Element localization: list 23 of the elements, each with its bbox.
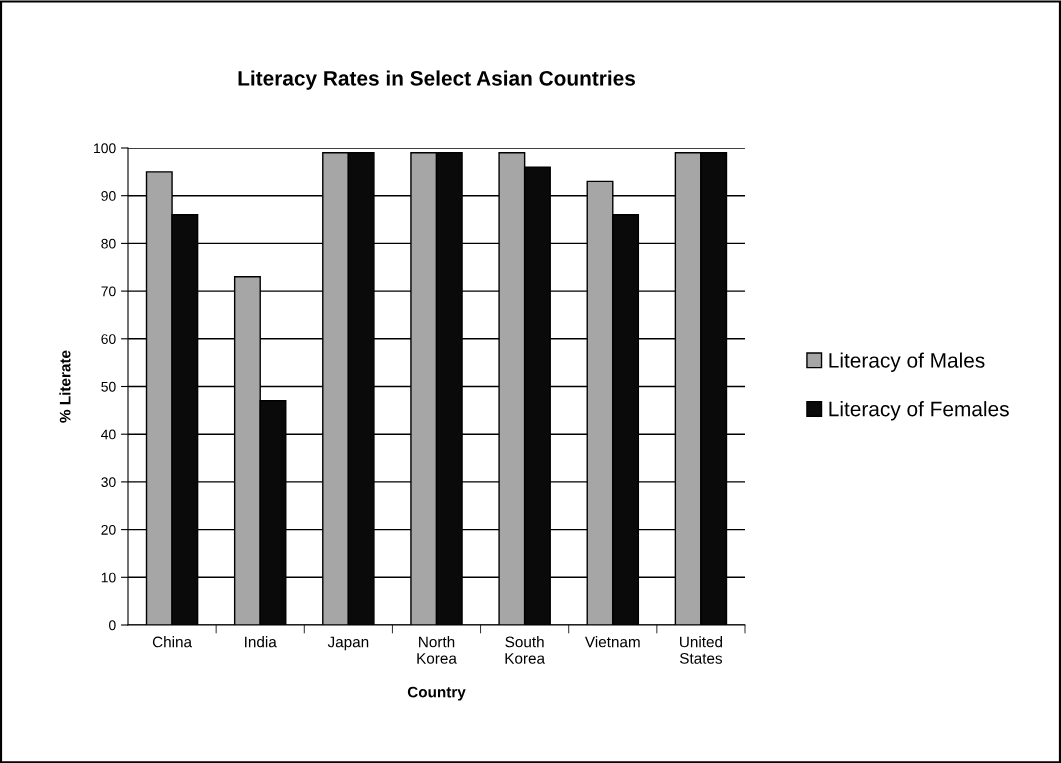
y-tick-label: 70: [101, 286, 116, 297]
y-axis-title: % Literate: [59, 350, 71, 423]
x-tick-label: China: [152, 636, 193, 648]
x-tick-label: Vietnam: [584, 636, 640, 648]
y-tick-label: 60: [101, 334, 116, 344]
y-tick-label: 10: [101, 572, 116, 583]
y-tick-label: 0: [109, 620, 116, 631]
y-tick-label: 30: [101, 477, 116, 488]
x-tick-label: South Korea: [505, 636, 546, 664]
chart-title: Literacy Rates in Select Asian Countries: [238, 70, 635, 90]
x-tick-label: Japan: [327, 636, 369, 651]
y-tick-label: 90: [101, 191, 116, 201]
x-axis-title: Country: [407, 686, 466, 701]
x-tick-label: United States: [679, 636, 723, 664]
y-tick-label: 50: [101, 381, 116, 392]
x-tick-label: North Korea: [417, 636, 457, 664]
legend-label: Literacy of Females: [829, 401, 1009, 421]
y-tick-label: 80: [101, 238, 116, 249]
x-tick-label: India: [245, 636, 277, 648]
y-tick-label: 20: [101, 524, 116, 535]
y-tick-label: 40: [101, 429, 116, 440]
y-tick-label: 100: [94, 143, 116, 154]
legend-label: Literacy of Males: [829, 352, 985, 372]
